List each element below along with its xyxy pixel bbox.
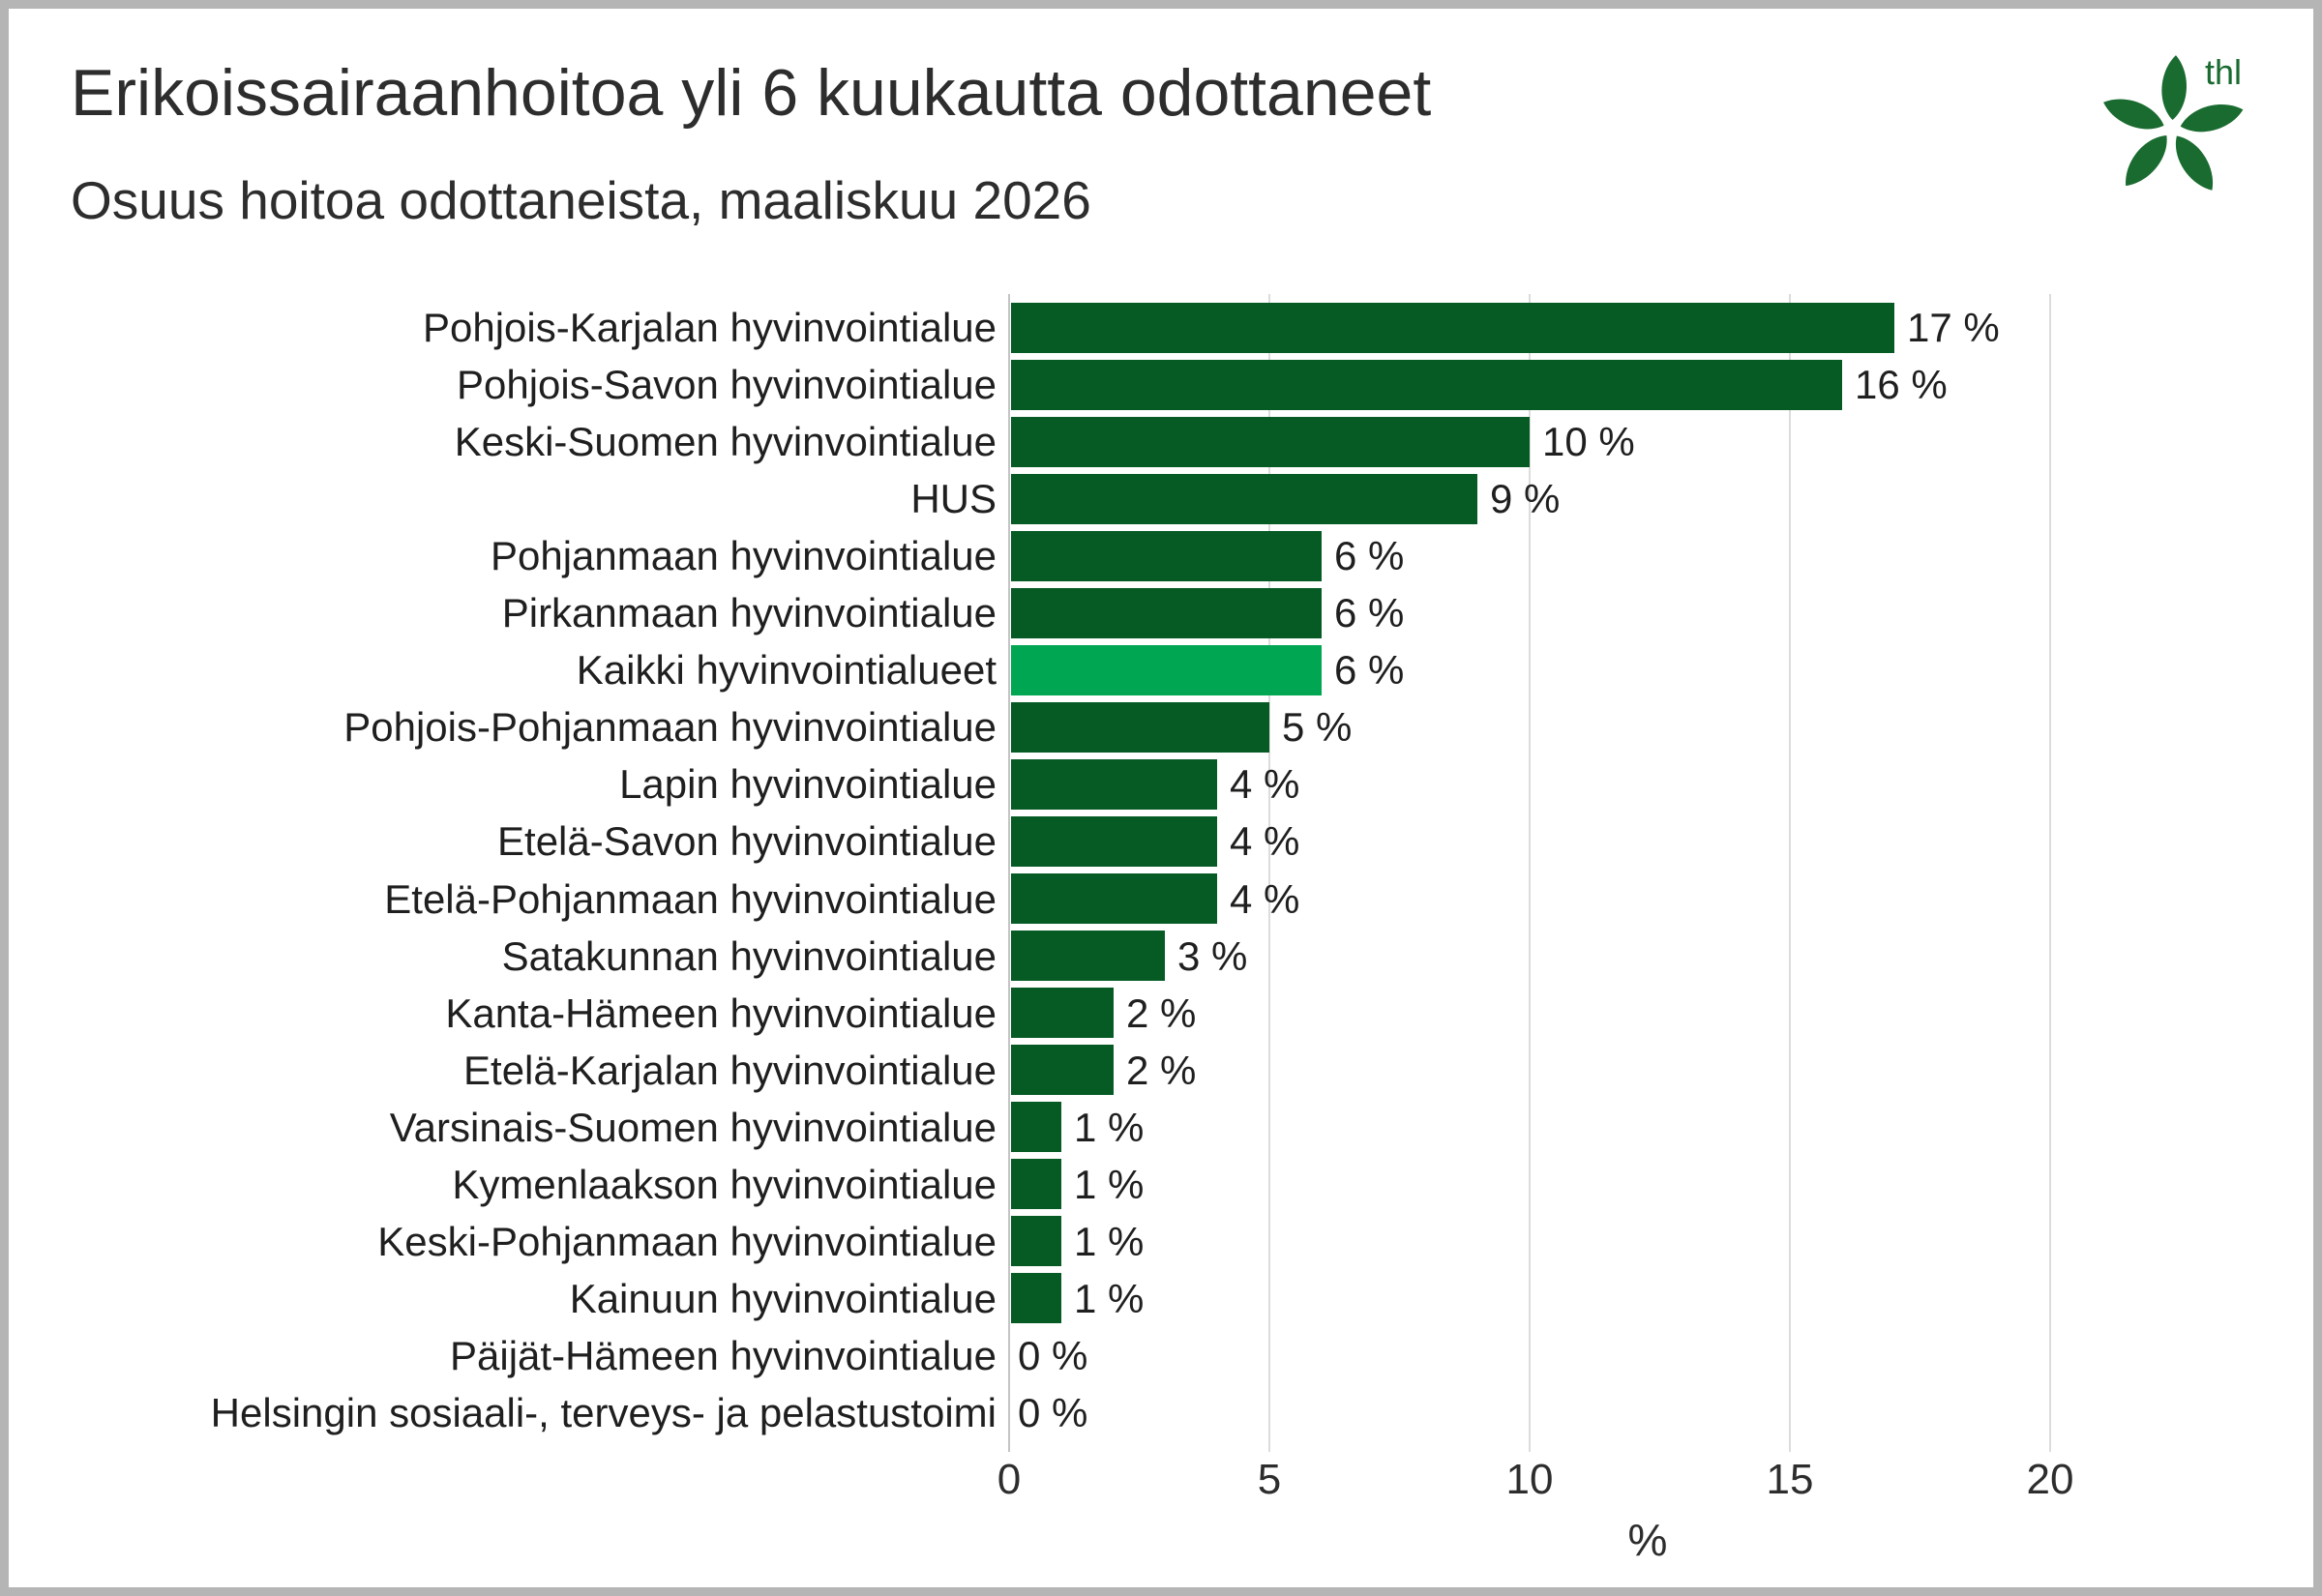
category-label: Pohjanmaan hyvinvointialue [490, 533, 997, 579]
value-label: 6 % [1334, 647, 1405, 694]
bar [1011, 758, 1217, 810]
category-label: Etelä-Savon hyvinvointialue [497, 818, 997, 865]
value-label: 0 % [1018, 1332, 1088, 1378]
category-label: Kanta-Hämeen hyvinvointialue [445, 990, 997, 1036]
bar [1011, 988, 1114, 1039]
category-label: Helsingin sosiaali-, terveys- ja pelastu… [210, 1389, 997, 1435]
x-tick-label: 20 [2026, 1456, 2074, 1503]
category-label: Kaikki hyvinvointialueet [576, 647, 997, 694]
petal-icon [2161, 55, 2187, 121]
value-label: 4 % [1230, 761, 1300, 808]
category-label: Varsinais-Suomen hyvinvointialue [389, 1104, 997, 1150]
bar [1011, 530, 1322, 581]
chart-subtitle: Osuus hoitoa odottaneista, maaliskuu 202… [71, 170, 1091, 230]
bar [1011, 1102, 1061, 1153]
value-label: 2 % [1126, 1047, 1197, 1093]
x-tick-label: 0 [997, 1456, 1022, 1503]
value-label: 1 % [1074, 1161, 1145, 1207]
x-axis-label: % [1627, 1515, 1668, 1565]
petal-icon [2180, 104, 2244, 133]
value-label: 4 % [1230, 818, 1300, 865]
petal-icon [2175, 135, 2214, 191]
bar [1011, 873, 1217, 925]
category-label: Pohjois-Savon hyvinvointialue [457, 362, 997, 408]
category-label: Keski-Suomen hyvinvointialue [454, 419, 997, 465]
x-tick-label: 5 [1257, 1456, 1282, 1503]
value-label: 9 % [1490, 476, 1561, 522]
gridline [1268, 294, 1270, 1452]
category-label: Pirkanmaan hyvinvointialue [501, 590, 997, 636]
category-label: Lapin hyvinvointialue [619, 761, 997, 808]
gridline [2049, 294, 2051, 1452]
bar [1011, 473, 1477, 524]
category-label: Pohjois-Pohjanmaan hyvinvointialue [343, 704, 997, 751]
chart-title: Erikoissairaanhoitoa yli 6 kuukautta odo… [71, 56, 1432, 130]
bar [1011, 931, 1165, 982]
value-label: 5 % [1282, 704, 1353, 751]
gridline [1529, 294, 1531, 1452]
bar [1011, 587, 1322, 638]
value-label: 1 % [1074, 1104, 1145, 1150]
category-label: Pohjois-Karjalan hyvinvointialue [422, 305, 997, 350]
x-tick-label: 10 [1505, 1456, 1554, 1503]
category-label: Etelä-Karjalan hyvinvointialue [463, 1047, 997, 1093]
value-label: 16 % [1855, 362, 1948, 408]
value-label: 6 % [1334, 590, 1405, 636]
petal-icon [2103, 99, 2164, 130]
category-label: Päijät-Hämeen hyvinvointialue [450, 1332, 997, 1378]
category-label: HUS [910, 476, 997, 522]
category-label: Keski-Pohjanmaan hyvinvointialue [377, 1218, 997, 1264]
petal-icon [2126, 134, 2167, 187]
bar [1011, 701, 1269, 753]
thl-logo: thl [2103, 52, 2244, 191]
bar [1011, 1216, 1061, 1267]
bar-chart: Pohjois-Karjalan hyvinvointialue 17 % Pohj… [9, 9, 2313, 1587]
category-label: Satakunnan hyvinvointialue [501, 932, 997, 979]
y-axis-line [1008, 294, 1010, 1452]
bar [1011, 416, 1530, 467]
bar [1011, 1273, 1061, 1324]
bar [1011, 815, 1217, 867]
value-label: 0 % [1018, 1389, 1088, 1435]
bar [1011, 1045, 1114, 1096]
thl-flower-icon [2103, 55, 2244, 191]
category-label: Kymenlaakson hyvinvointialue [452, 1161, 997, 1207]
bar-highlighted [1011, 644, 1322, 695]
x-tick-label: 15 [1766, 1456, 1814, 1503]
value-label: 2 % [1126, 990, 1197, 1036]
value-label: 10 % [1542, 419, 1635, 465]
value-label: 1 % [1074, 1275, 1145, 1321]
thl-logo-text: thl [2205, 52, 2242, 92]
value-label: 4 % [1230, 875, 1300, 922]
bar [1011, 359, 1842, 410]
gridline [1789, 294, 1791, 1452]
value-label: 6 % [1334, 533, 1405, 579]
value-label: 17 % [1907, 305, 2000, 350]
category-label: Etelä-Pohjanmaan hyvinvointialue [384, 875, 997, 922]
value-label: 3 % [1177, 932, 1248, 979]
category-label: Kainuun hyvinvointialue [569, 1275, 997, 1321]
bar [1011, 1159, 1061, 1210]
value-label: 1 % [1074, 1218, 1145, 1264]
bar [1011, 302, 1894, 353]
